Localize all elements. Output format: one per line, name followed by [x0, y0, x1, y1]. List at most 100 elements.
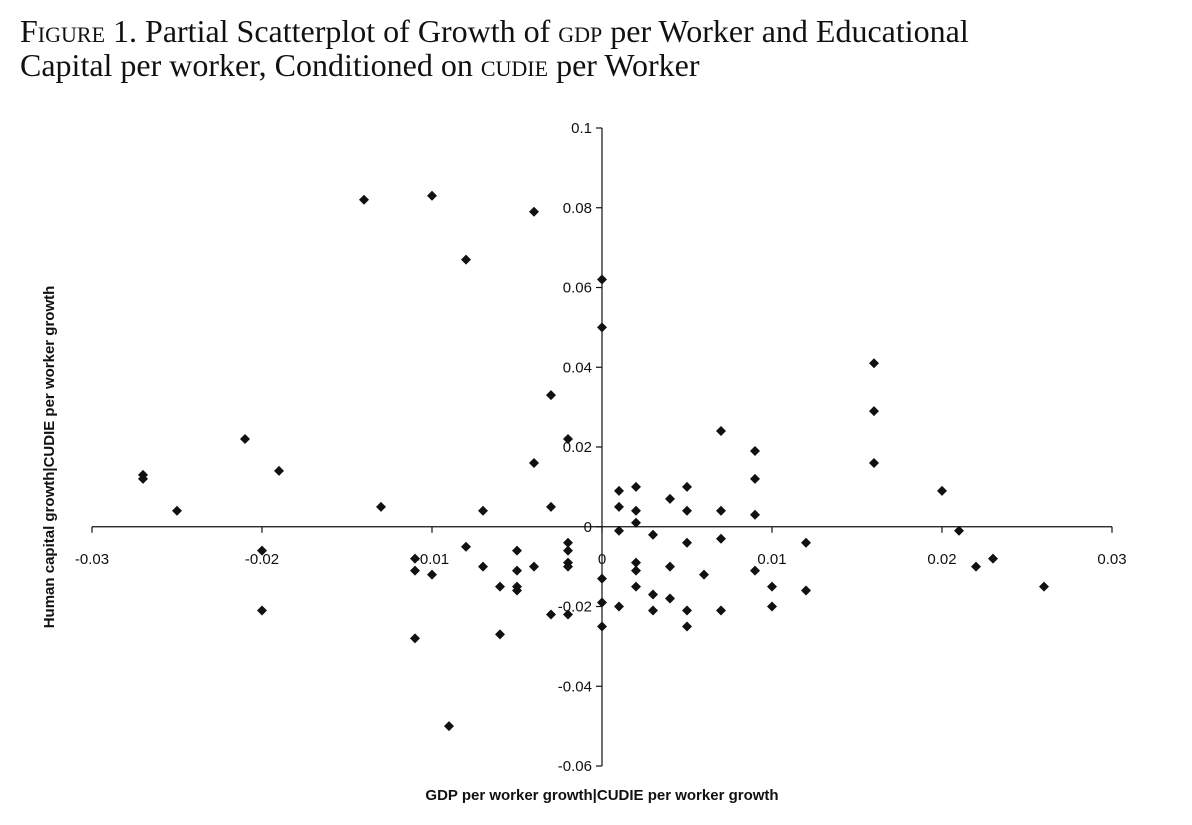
- data-point: [427, 569, 437, 580]
- data-point: [614, 525, 624, 536]
- data-point: [546, 501, 556, 512]
- data-point: [954, 525, 964, 536]
- y-tick-label: -0.04: [558, 678, 592, 695]
- caption-line-2: Capital per worker, Conditioned on cudie…: [20, 48, 1170, 82]
- x-tick-label: 0.02: [927, 551, 956, 568]
- data-point: [529, 206, 539, 217]
- data-point: [563, 545, 573, 556]
- data-point: [478, 561, 488, 572]
- x-tick-label: 0: [598, 551, 606, 568]
- data-point: [614, 501, 624, 512]
- data-point: [563, 537, 573, 548]
- data-point: [937, 485, 947, 496]
- x-tick-label: -0.01: [415, 551, 449, 568]
- data-point: [512, 545, 522, 556]
- data-point: [563, 434, 573, 445]
- y-axis-label: Human capital growth|CUDIE per worker gr…: [41, 286, 58, 629]
- data-point: [631, 565, 641, 576]
- data-point: [631, 517, 641, 528]
- data-point: [512, 585, 522, 596]
- figure-label: Figure: [20, 13, 106, 49]
- data-point: [512, 565, 522, 576]
- data-point: [682, 537, 692, 548]
- data-point: [716, 533, 726, 544]
- y-tick-label: 0.04: [563, 359, 592, 376]
- data-point: [631, 481, 641, 492]
- caption-text-1a: Partial Scatterplot of Growth of: [145, 13, 551, 49]
- data-point: [631, 581, 641, 592]
- data-point: [801, 585, 811, 596]
- data-point: [597, 573, 607, 584]
- data-point: [767, 581, 777, 592]
- data-point: [257, 545, 267, 556]
- caption-term-cudie: cudie: [480, 47, 549, 83]
- data-point: [648, 529, 658, 540]
- data-point: [665, 561, 675, 572]
- y-tick-label: 0.1: [571, 120, 592, 137]
- data-points: [138, 190, 1049, 732]
- data-point: [495, 629, 505, 640]
- y-tick-label: 0.06: [563, 280, 592, 297]
- data-point: [410, 633, 420, 644]
- data-point: [495, 581, 505, 592]
- data-point: [665, 493, 675, 504]
- data-point: [172, 505, 182, 516]
- data-point: [750, 509, 760, 520]
- data-point: [614, 601, 624, 612]
- data-point: [869, 358, 879, 369]
- x-tick-label: 0.03: [1097, 551, 1126, 568]
- y-tick-label: 0.08: [563, 200, 592, 217]
- data-point: [716, 505, 726, 516]
- data-point: [410, 565, 420, 576]
- data-point: [716, 605, 726, 616]
- figure-number: 1.: [113, 13, 138, 49]
- data-point: [750, 445, 760, 456]
- data-point: [427, 190, 437, 201]
- data-point: [410, 553, 420, 564]
- data-point: [699, 569, 709, 580]
- data-point: [546, 609, 556, 620]
- tick-labels: -0.03 -0.02 -0.01 0 0.01 0.02 0.03 -0.06 -0.04 -0…: [75, 120, 1127, 775]
- data-point: [665, 593, 675, 604]
- data-point: [444, 721, 454, 732]
- caption-text-2a: Capital per worker, Conditioned on: [20, 47, 473, 83]
- x-axis-label: GDP per worker growth|CUDIE per worker g…: [425, 787, 778, 804]
- data-point: [750, 565, 760, 576]
- figure-caption: Figure 1. Partial Scatterplot of Growth …: [20, 14, 1170, 82]
- data-point: [801, 537, 811, 548]
- x-tick-label: -0.03: [75, 551, 109, 568]
- data-point: [597, 621, 607, 632]
- data-point: [546, 390, 556, 401]
- data-point: [750, 473, 760, 484]
- y-tick-label: 0: [584, 519, 592, 536]
- data-point: [597, 597, 607, 608]
- data-point: [682, 505, 692, 516]
- data-point: [869, 457, 879, 468]
- data-point: [648, 589, 658, 600]
- data-point: [563, 561, 573, 572]
- data-point: [631, 505, 641, 516]
- y-tick-label: -0.06: [558, 758, 592, 775]
- data-point: [240, 434, 250, 445]
- data-point: [1039, 581, 1049, 592]
- data-point: [461, 254, 471, 265]
- data-point: [529, 561, 539, 572]
- data-point: [988, 553, 998, 564]
- tick-marks: [91, 127, 1113, 767]
- caption-text-2c: per Worker: [556, 47, 700, 83]
- y-tick-label: 0.02: [563, 439, 592, 456]
- data-point: [682, 605, 692, 616]
- caption-term-gdp: gdp: [558, 13, 603, 49]
- data-point: [597, 274, 607, 285]
- data-point: [359, 194, 369, 205]
- y-tick-label: -0.02: [558, 599, 592, 616]
- data-point: [529, 457, 539, 468]
- data-point: [767, 601, 777, 612]
- data-point: [648, 605, 658, 616]
- data-point: [716, 426, 726, 437]
- data-point: [461, 541, 471, 552]
- caption-line-1: Figure 1. Partial Scatterplot of Growth …: [20, 14, 1170, 48]
- data-point: [682, 621, 692, 632]
- data-point: [869, 406, 879, 417]
